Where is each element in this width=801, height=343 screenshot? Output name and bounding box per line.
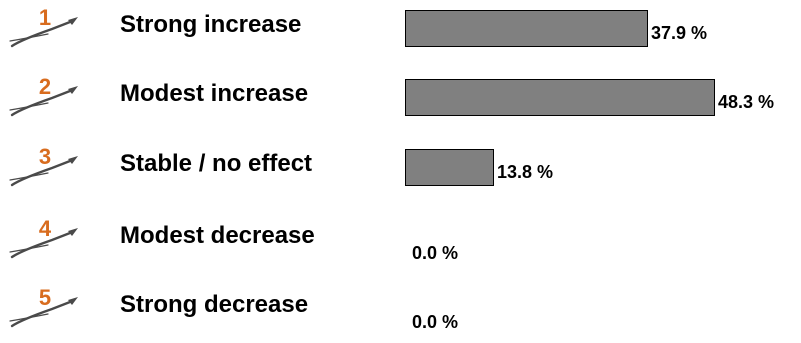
pen-swoosh-icon — [9, 86, 78, 117]
bar — [405, 10, 648, 47]
rank-number: 3 — [38, 144, 52, 169]
rank-badge: 3 — [8, 142, 88, 192]
value-label: 0.0 % — [412, 243, 459, 263]
pen-swoosh-icon — [9, 297, 78, 328]
rank-badge: 1 — [8, 3, 88, 53]
category-label: Modest decrease — [120, 222, 315, 249]
category-label: Stable / no effect — [120, 150, 313, 177]
value-label: 13.8 % — [497, 162, 554, 182]
value-label: 0.0 % — [412, 312, 459, 332]
bar-row: 2 Modest increase 48.3 % — [0, 72, 801, 132]
bar-row: 3 Stable / no effect 13.8 % — [0, 142, 801, 202]
value-label: 37.9 % — [651, 23, 708, 43]
rank-badge: 4 — [8, 214, 88, 264]
pen-swoosh-icon — [9, 156, 78, 187]
rank-number: 2 — [38, 74, 52, 99]
category-label: Modest increase — [120, 80, 309, 107]
rank-number: 5 — [38, 285, 52, 310]
bar-row: 5 Strong decrease 0.0 % — [0, 283, 801, 343]
rank-number: 4 — [38, 216, 52, 241]
rank-badge: 2 — [8, 72, 88, 122]
pen-swoosh-icon — [9, 228, 78, 259]
bar — [405, 149, 494, 186]
rank-badge: 5 — [8, 283, 88, 333]
bar-row: 4 Modest decrease 0.0 % — [0, 214, 801, 274]
rank-number: 1 — [38, 5, 52, 30]
bar — [405, 79, 715, 116]
response-bar-chart: 1 Strong increase 37.9 % 2 Modest increase 48… — [0, 3, 801, 332]
value-label: 48.3 % — [718, 92, 775, 112]
category-label: Strong increase — [120, 11, 302, 38]
bar-row: 1 Strong increase 37.9 % — [0, 3, 801, 63]
category-label: Strong decrease — [120, 291, 309, 318]
pen-swoosh-icon — [9, 17, 78, 48]
